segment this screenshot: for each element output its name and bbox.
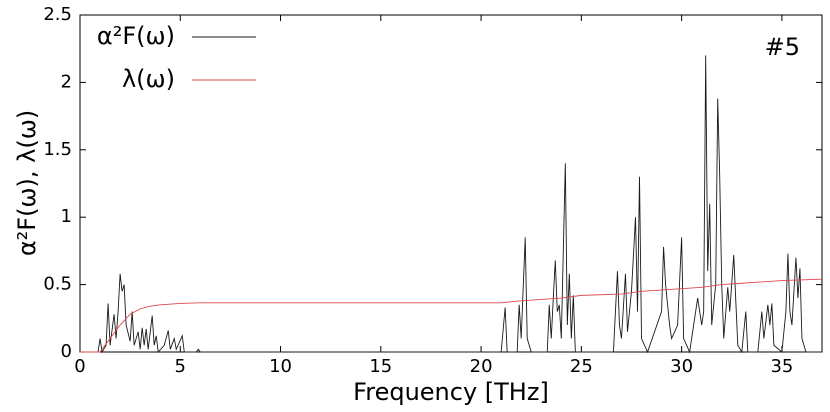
x-tick-label: 30 [670,356,693,377]
x-tick-label: 35 [770,356,793,377]
y-tick-label: 1 [61,206,72,227]
series-line [80,278,823,353]
y-tick-label: 0.5 [43,274,72,295]
x-axis-label: Frequency [THz] [353,378,549,406]
x-tick-label: 5 [175,356,186,377]
legend-label: α²F(ω) [97,22,175,50]
y-tick-label: 2 [61,71,72,92]
x-tick-label: 25 [570,356,593,377]
y-tick-label: 0 [61,341,72,362]
legend-label: λ(ω) [122,65,175,93]
x-tick-label: 20 [470,356,493,377]
x-tick-label: 0 [74,356,85,377]
plot-frame [79,14,823,353]
y-tick-label: 1.5 [43,139,72,160]
y-axis-label: α²F(ω), λ(ω) [13,110,41,256]
annotation: #5 [765,33,800,61]
x-tick-label: 15 [369,356,392,377]
y-tick-label: 2.5 [43,4,72,25]
x-tick-label: 10 [269,356,292,377]
series-line [80,55,822,354]
